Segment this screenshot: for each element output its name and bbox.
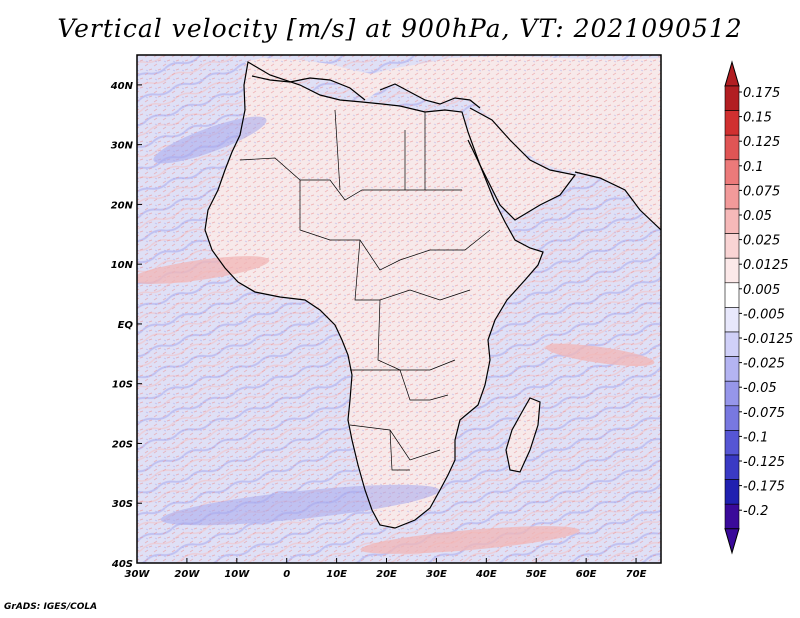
colorbar-label: 0.005	[743, 283, 780, 298]
grads-credit: GrADS: IGES/COLA	[4, 602, 98, 612]
latitude-labels: 40N 30N 20N 10N EQ 10S 20S 30S 40S	[110, 81, 134, 570]
colorbar-swatch	[724, 208, 740, 234]
colorbar-label: 0.025	[743, 234, 780, 249]
colorbar-label: -0.1	[743, 430, 768, 445]
colorbar-swatch	[724, 184, 740, 210]
red-band-indian	[545, 343, 655, 367]
lon-label: 30E	[426, 569, 447, 580]
lon-label: 30W	[125, 569, 151, 580]
lon-label: 60E	[576, 569, 597, 580]
longitude-labels: 30W 20W 10W 0 10E 20E 30E 40E 50E 60E 70E	[125, 569, 647, 580]
colorbar-label: 0.1	[743, 160, 764, 175]
lat-label: 10N	[111, 260, 134, 271]
lon-label: 0	[283, 569, 290, 580]
lat-label: 40S	[111, 559, 133, 570]
lon-label: 20E	[376, 569, 397, 580]
map-frame	[136, 54, 662, 564]
colorbar-swatch	[724, 380, 740, 407]
colorbar-swatch	[724, 110, 740, 136]
colorbar-label: -0.2	[743, 504, 768, 519]
colorbar-swatch	[724, 233, 740, 259]
colorbar-label: -0.005	[743, 307, 785, 322]
lat-label: 10S	[112, 380, 133, 391]
colorbar-label: -0.0125	[743, 332, 793, 347]
colorbar-label: -0.025	[743, 357, 785, 372]
lon-label: 10E	[326, 569, 347, 580]
lon-label: 70E	[626, 569, 647, 580]
lat-label: 20S	[112, 439, 133, 450]
colorbar-label: 0.15	[743, 111, 772, 126]
lat-label: 20N	[111, 200, 134, 211]
colorbar-label: 0.125	[743, 135, 780, 150]
lon-label: 20W	[174, 569, 200, 580]
colorbar-label: -0.125	[743, 455, 785, 470]
red-band-atlantic	[137, 256, 270, 284]
colorbar-swatch	[724, 134, 740, 161]
coastlines	[204, 61, 661, 529]
colorbar-bottom-arrow	[724, 528, 740, 555]
colorbar-swatch	[724, 307, 740, 333]
colorbar-label: 0.075	[743, 184, 780, 199]
colorbar-swatch	[724, 331, 740, 357]
chart-title: Vertical velocity [m/s] at 900hPa, VT: 2…	[57, 14, 743, 43]
blue-band-north	[153, 116, 267, 164]
colorbar-swatch	[724, 356, 740, 382]
blue-band-south	[160, 484, 440, 526]
colorbar-swatch	[724, 85, 740, 111]
country-borders	[239, 109, 491, 471]
colorbar-swatch	[724, 479, 740, 505]
lat-label: EQ	[118, 320, 134, 331]
colorbar-label: 0.0125	[743, 258, 789, 273]
lat-label: 40N	[110, 81, 134, 92]
lon-label: 50E	[526, 569, 547, 580]
colorbar-label: -0.175	[743, 480, 785, 495]
colorbar-swatch	[724, 430, 740, 456]
lon-label: 40E	[475, 569, 497, 580]
colorbar: 0.175 0.15 0.125 0.1 0.075 0.05 0.025 0.0125 0.0…	[724, 60, 793, 555]
colorbar-swatch	[724, 282, 740, 308]
colorbar-swatch	[724, 405, 740, 431]
colorbar-label: -0.05	[743, 381, 777, 396]
colorbar-top-arrow	[724, 60, 740, 87]
colorbar-swatch	[724, 257, 740, 284]
lat-label: 30S	[112, 499, 133, 510]
colorbar-label: -0.075	[743, 406, 785, 421]
colorbar-label: 0.175	[743, 86, 780, 101]
red-band-south	[360, 526, 580, 554]
colorbar-swatch	[724, 159, 740, 185]
lat-label: 30N	[111, 141, 134, 152]
axis-ticks	[136, 84, 637, 564]
colorbar-swatch	[724, 503, 740, 530]
colorbar-swatch	[724, 454, 740, 480]
colorbar-label: 0.05	[743, 209, 772, 224]
lon-label: 10W	[224, 569, 250, 580]
